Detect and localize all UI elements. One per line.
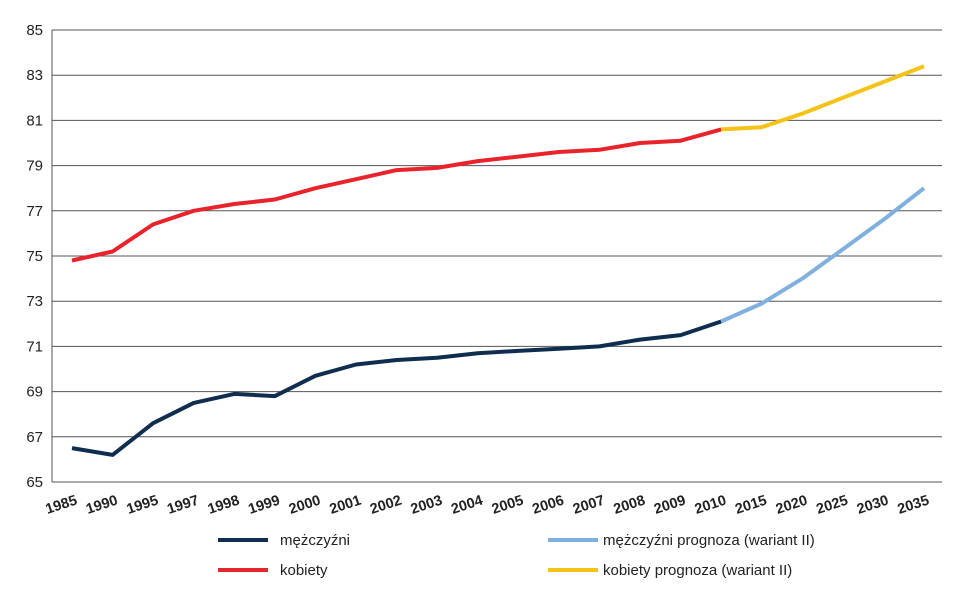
legend-label: mężczyźni prognoza (wariant II) xyxy=(603,532,815,549)
x-tick-label: 1985 xyxy=(44,493,80,518)
legend-label: kobiety xyxy=(280,562,328,579)
series-line-2 xyxy=(720,186,926,324)
x-tick-label: 2005 xyxy=(490,493,526,518)
series-line-3 xyxy=(720,64,925,132)
x-tick-label: 2003 xyxy=(409,493,445,518)
x-tick-label: 2008 xyxy=(612,493,648,518)
x-tick-label: 2015 xyxy=(733,493,769,518)
y-tick-label: 73 xyxy=(26,293,43,310)
y-tick-label: 65 xyxy=(26,474,43,491)
y-tick-label: 83 xyxy=(26,67,43,84)
y-tick-label: 85 xyxy=(26,22,43,39)
grid-lines xyxy=(52,29,942,483)
y-tick-label: 81 xyxy=(26,112,43,129)
x-tick-label: 2009 xyxy=(652,493,688,518)
x-axis: 1985 1990 1995 1997 1998 1999 2000 2001 2002 2003… xyxy=(44,493,932,518)
series-line-1 xyxy=(71,127,722,263)
series-line-0 xyxy=(71,319,722,457)
x-tick-label: 2001 xyxy=(328,493,364,518)
x-tick-label: 2010 xyxy=(693,493,729,518)
x-tick-label: 2004 xyxy=(449,493,485,518)
y-tick-label: 79 xyxy=(26,158,43,175)
x-tick-label: 2020 xyxy=(774,493,810,518)
legend-label: kobiety prognoza (wariant II) xyxy=(603,562,792,579)
legend: mężczyźni kobiety mężczyźni prognoza (wari… xyxy=(218,532,815,579)
y-tick-label: 71 xyxy=(26,338,43,355)
y-tick-label: 69 xyxy=(26,384,43,401)
x-tick-label: 2007 xyxy=(571,493,607,518)
x-tick-label: 2000 xyxy=(287,493,323,518)
y-axis: 65 67 69 71 73 75 77 79 81 83 85 xyxy=(26,22,53,491)
y-tick-label: 67 xyxy=(26,429,43,446)
x-tick-label: 2030 xyxy=(855,493,891,518)
plot-area xyxy=(71,64,926,457)
x-tick-label: 2035 xyxy=(896,493,932,518)
x-tick-label: 1997 xyxy=(165,493,201,518)
x-tick-label: 1998 xyxy=(206,493,242,518)
x-tick-label: 1995 xyxy=(125,493,161,518)
x-tick-label: 2025 xyxy=(814,493,850,518)
y-tick-label: 77 xyxy=(26,203,43,220)
x-tick-label: 2002 xyxy=(368,493,404,518)
y-tick-label: 75 xyxy=(26,248,43,265)
x-tick-label: 1990 xyxy=(84,493,120,518)
x-tick-label: 1999 xyxy=(246,493,282,518)
legend-label: mężczyźni xyxy=(280,532,350,549)
x-tick-label: 2006 xyxy=(530,493,566,518)
